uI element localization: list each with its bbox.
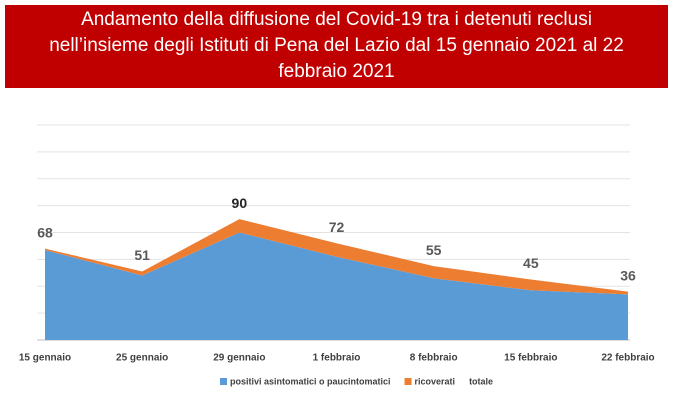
legend-label: totale — [469, 376, 493, 386]
data-label: 72 — [329, 219, 345, 235]
chart-title: Andamento della diffusione del Covid-19 … — [5, 5, 668, 88]
data-label: 90 — [232, 195, 248, 211]
x-tick-label: 29 gennaio — [213, 353, 265, 364]
x-tick-label: 8 febbraio — [410, 353, 458, 364]
area — [45, 219, 628, 295]
x-tick-label: 15 gennaio — [19, 353, 71, 364]
x-tick-label: 15 febbraio — [504, 353, 557, 364]
legend-swatch — [220, 378, 227, 385]
area — [45, 232, 628, 340]
data-label: 36 — [620, 267, 636, 283]
legend-label: ricoverati — [415, 376, 456, 386]
legend-label: positivi asintomatici o paucintomatici — [230, 376, 391, 386]
data-label: 51 — [134, 247, 150, 263]
legend-swatch — [404, 378, 412, 385]
x-tick-label: 1 febbraio — [313, 353, 361, 364]
data-label: 45 — [523, 255, 539, 271]
data-label: 68 — [37, 224, 53, 240]
data-label: 55 — [426, 242, 442, 258]
x-tick-label: 22 febbraio — [601, 353, 654, 364]
x-tick-label: 25 gennaio — [116, 353, 168, 364]
